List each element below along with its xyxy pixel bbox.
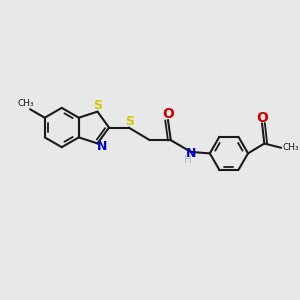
Text: N: N: [186, 147, 196, 160]
Text: S: S: [93, 99, 102, 112]
Text: CH₃: CH₃: [283, 143, 299, 152]
Text: CH₃: CH₃: [17, 99, 34, 108]
Text: O: O: [256, 111, 268, 125]
Text: S: S: [126, 115, 135, 128]
Text: H: H: [184, 155, 191, 165]
Text: O: O: [162, 107, 174, 121]
Text: N: N: [97, 140, 108, 153]
